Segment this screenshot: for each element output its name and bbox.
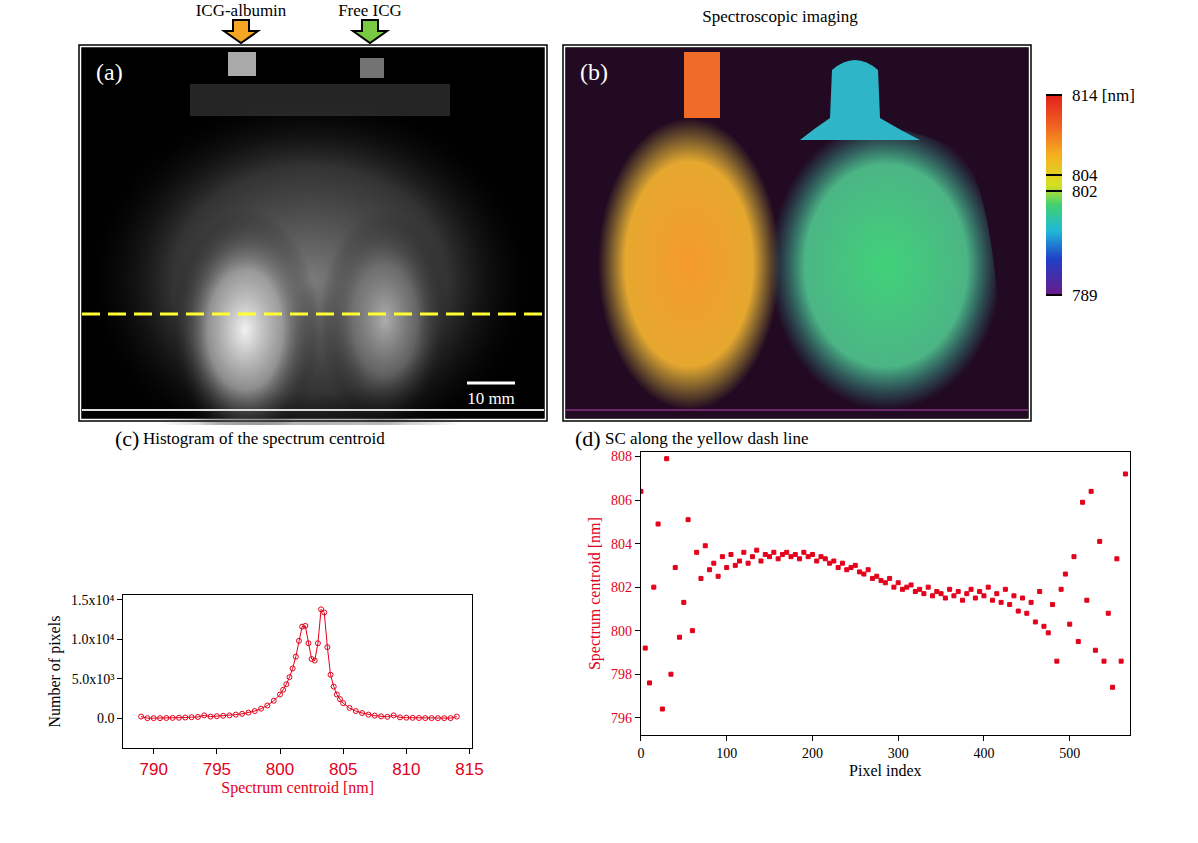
svg-text:Free ICG: Free ICG bbox=[338, 1, 402, 20]
svg-text:300: 300 bbox=[888, 746, 909, 761]
svg-text:800: 800 bbox=[266, 760, 294, 779]
svg-text:789: 789 bbox=[1072, 286, 1098, 305]
svg-text:810: 810 bbox=[392, 760, 420, 779]
svg-text:(d): (d) bbox=[575, 426, 601, 451]
svg-text:Spectrum centroid [nm]: Spectrum centroid [nm] bbox=[221, 779, 374, 797]
svg-text:200: 200 bbox=[802, 746, 823, 761]
svg-text:Spectrum centroid [nm]: Spectrum centroid [nm] bbox=[586, 517, 604, 670]
svg-text:Pixel index: Pixel index bbox=[849, 762, 921, 779]
svg-text:808: 808 bbox=[611, 449, 632, 464]
svg-text:802: 802 bbox=[611, 580, 632, 595]
svg-text:0.0: 0.0 bbox=[97, 711, 115, 726]
svg-text:(a): (a) bbox=[96, 59, 123, 85]
svg-text:804: 804 bbox=[1072, 166, 1098, 185]
svg-text:796: 796 bbox=[611, 711, 632, 726]
svg-text:814 [nm]: 814 [nm] bbox=[1072, 86, 1135, 105]
svg-text:0: 0 bbox=[637, 746, 644, 761]
svg-text:804: 804 bbox=[611, 537, 632, 552]
svg-text:400: 400 bbox=[973, 746, 994, 761]
svg-text:1.0x10⁴: 1.0x10⁴ bbox=[71, 632, 115, 647]
svg-text:806: 806 bbox=[611, 493, 632, 508]
svg-text:798: 798 bbox=[611, 667, 632, 682]
svg-text:5.0x10³: 5.0x10³ bbox=[72, 672, 115, 687]
svg-text:790: 790 bbox=[140, 760, 168, 779]
svg-text:805: 805 bbox=[329, 760, 357, 779]
svg-text:SC along the yellow dash line: SC along the yellow dash line bbox=[605, 429, 809, 448]
svg-text:800: 800 bbox=[611, 624, 632, 639]
svg-text:10 mm: 10 mm bbox=[467, 389, 515, 408]
svg-text:815: 815 bbox=[455, 760, 483, 779]
svg-text:ICG-albumin: ICG-albumin bbox=[196, 1, 287, 20]
svg-text:1.5x10⁴: 1.5x10⁴ bbox=[71, 593, 115, 608]
svg-text:Histogram of the spectrum cent: Histogram of the spectrum centroid bbox=[143, 429, 385, 448]
svg-text:795: 795 bbox=[203, 760, 231, 779]
svg-text:100: 100 bbox=[716, 746, 737, 761]
svg-text:Number of pixels: Number of pixels bbox=[46, 616, 64, 728]
svg-text:500: 500 bbox=[1059, 746, 1080, 761]
svg-text:(b): (b) bbox=[580, 59, 608, 85]
svg-text:(c): (c) bbox=[115, 426, 139, 451]
svg-text:802: 802 bbox=[1072, 182, 1098, 201]
svg-text:Spectroscopic imaging: Spectroscopic imaging bbox=[702, 7, 858, 26]
